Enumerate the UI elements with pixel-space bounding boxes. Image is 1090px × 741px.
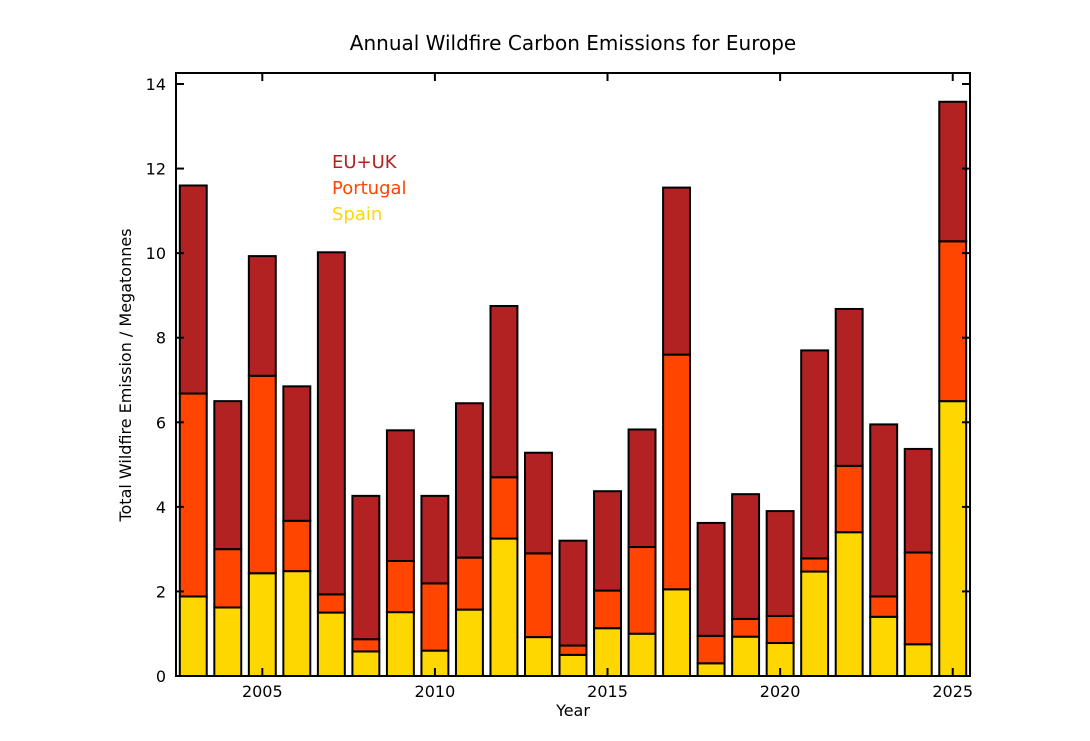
- bar-eu-uk-2010: [420, 494, 450, 585]
- bar-eu-uk-2018: [696, 521, 726, 637]
- bar-eu-uk-2024: [903, 447, 933, 554]
- bar-portugal-2023: [869, 595, 899, 618]
- bar-spain-2019: [731, 635, 761, 677]
- bar-portugal-2007: [316, 593, 346, 614]
- bar-eu-uk-2020: [765, 510, 795, 617]
- bar-eu-uk-2009: [385, 429, 415, 562]
- bars-group: [178, 100, 968, 678]
- bar-spain-2021: [800, 570, 830, 677]
- bar-spain-2003: [178, 595, 208, 678]
- x-axis-label: Year: [555, 701, 590, 720]
- bar-eu-uk-2017: [662, 186, 692, 356]
- bar-eu-uk-2014: [558, 539, 588, 647]
- bar-portugal-2003: [178, 392, 208, 598]
- bar-spain-2005: [247, 572, 277, 678]
- legend-entry-portugal: Portugal: [332, 178, 407, 199]
- bar-spain-2011: [454, 608, 484, 678]
- legend: EU+UK Portugal Spain: [332, 152, 407, 225]
- bar-portugal-2012: [489, 476, 519, 540]
- bar-portugal-2021: [800, 557, 830, 573]
- bar-portugal-2008: [351, 638, 381, 653]
- legend-entry-spain: Spain: [332, 204, 382, 225]
- bar-portugal-2004: [213, 548, 243, 609]
- bar-spain-2014: [558, 653, 588, 677]
- y-tick-label: 8: [156, 329, 166, 348]
- chart-title: Annual Wildfire Carbon Emissions for Eur…: [350, 31, 796, 55]
- bar-portugal-2006: [282, 519, 312, 573]
- bar-portugal-2011: [454, 556, 484, 611]
- bar-spain-2017: [662, 588, 692, 677]
- y-tick-label: 4: [156, 498, 166, 517]
- legend-entry-eu-uk: EU+UK: [332, 152, 398, 173]
- bar-portugal-2015: [593, 589, 622, 630]
- y-tick-label: 0: [156, 667, 166, 686]
- y-tick-label: 12: [146, 160, 166, 179]
- axes-group: 0 2 4 6 8 10 12 14 2005 2010 2015 2020 2025: [146, 72, 973, 701]
- bar-eu-uk-2003: [178, 184, 208, 395]
- x-tick-label: 2015: [587, 682, 628, 701]
- bar-portugal-2020: [765, 614, 795, 645]
- plot-frame: [175, 72, 971, 677]
- bar-eu-uk-2006: [282, 385, 312, 522]
- bar-spain-2009: [385, 611, 415, 677]
- y-tick-label: 2: [156, 582, 166, 601]
- bar-eu-uk-2025: [938, 100, 968, 243]
- bar-portugal-2005: [247, 374, 277, 575]
- bar-spain-2023: [869, 615, 899, 677]
- bar-eu-uk-2008: [351, 494, 381, 641]
- bar-portugal-2022: [834, 464, 864, 534]
- bar-eu-uk-2005: [247, 255, 277, 377]
- y-tick-label: 10: [146, 244, 166, 263]
- bar-portugal-2019: [731, 617, 761, 638]
- bar-portugal-2009: [385, 559, 415, 614]
- bar-portugal-2018: [696, 634, 726, 665]
- bar-eu-uk-2015: [593, 490, 622, 592]
- x-tick-label: 2020: [760, 682, 801, 701]
- bar-eu-uk-2004: [213, 400, 243, 551]
- bar-eu-uk-2021: [800, 349, 830, 560]
- bar-portugal-2024: [903, 551, 933, 646]
- x-tick-label: 2025: [932, 682, 973, 701]
- bar-spain-2024: [903, 643, 933, 677]
- bar-portugal-2010: [420, 582, 450, 652]
- bar-spain-2008: [351, 650, 381, 678]
- x-tick-label: 2005: [242, 682, 283, 701]
- bar-eu-uk-2022: [834, 307, 864, 467]
- bar-eu-uk-2013: [524, 451, 553, 555]
- bar-spain-2018: [696, 662, 726, 677]
- bar-spain-2013: [524, 636, 553, 678]
- bar-eu-uk-2023: [869, 423, 899, 598]
- bar-spain-2016: [627, 632, 657, 678]
- bar-spain-2025: [938, 400, 968, 677]
- bar-spain-2006: [282, 570, 312, 677]
- bar-spain-2012: [489, 537, 519, 677]
- bar-eu-uk-2007: [316, 251, 346, 596]
- y-axis-label: Total Wildfire Emission / Megatonnes: [116, 228, 135, 522]
- bar-spain-2007: [316, 611, 346, 677]
- bar-portugal-2013: [524, 552, 553, 639]
- y-tick-label: 6: [156, 413, 166, 432]
- bar-spain-2004: [213, 606, 243, 677]
- bar-portugal-2017: [662, 353, 692, 591]
- bar-portugal-2014: [558, 644, 588, 656]
- bar-portugal-2016: [627, 546, 657, 635]
- bar-portugal-2025: [938, 240, 968, 403]
- bar-spain-2022: [834, 531, 864, 677]
- bar-eu-uk-2011: [454, 402, 484, 559]
- bar-eu-uk-2019: [731, 493, 761, 620]
- bar-eu-uk-2016: [627, 428, 657, 549]
- bar-eu-uk-2012: [489, 305, 519, 479]
- x-tick-label: 2010: [415, 682, 456, 701]
- y-tick-label: 14: [146, 75, 166, 94]
